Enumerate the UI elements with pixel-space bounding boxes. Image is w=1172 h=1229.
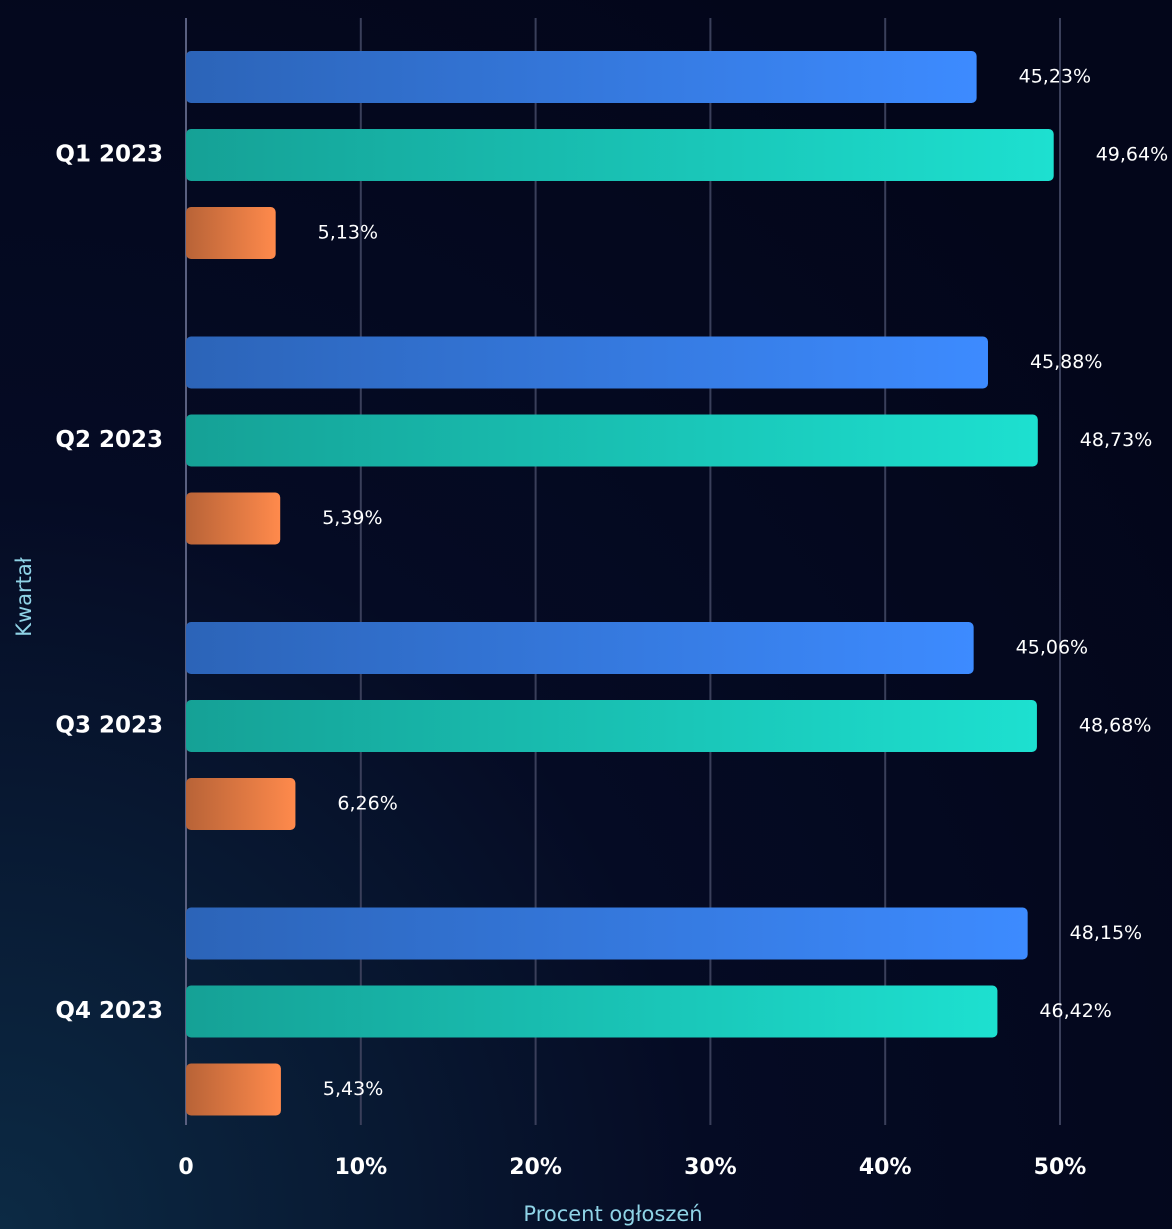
x-tick-label: 50% xyxy=(1034,1155,1087,1180)
bar xyxy=(186,1063,281,1116)
value-label: 46,42% xyxy=(1039,1000,1111,1022)
y-tick-label: Q2 2023 xyxy=(55,427,163,453)
value-label: 45,06% xyxy=(1016,637,1088,659)
x-tick-label: 0 xyxy=(178,1155,193,1180)
value-label: 48,15% xyxy=(1070,922,1142,944)
value-label: 45,23% xyxy=(1019,66,1091,88)
bar xyxy=(186,700,1037,752)
bar xyxy=(186,492,281,545)
bar xyxy=(186,907,1028,960)
value-label: 48,73% xyxy=(1080,429,1152,451)
bar xyxy=(186,51,977,103)
y-tick-label: Q4 2023 xyxy=(55,998,163,1024)
bar xyxy=(186,336,988,389)
y-axis-title: Kwartał xyxy=(12,557,36,637)
value-label: 5,43% xyxy=(323,1078,383,1100)
x-tick-label: 40% xyxy=(859,1155,912,1180)
x-tick-label: 20% xyxy=(509,1155,562,1180)
bar xyxy=(186,622,974,674)
y-tick-label: Q3 2023 xyxy=(55,713,163,739)
bar xyxy=(186,207,276,259)
value-label: 48,68% xyxy=(1079,715,1151,737)
bar xyxy=(186,414,1038,467)
bar xyxy=(186,129,1054,181)
y-tick-label: Q1 2023 xyxy=(55,142,163,168)
value-label: 6,26% xyxy=(337,793,397,815)
x-tick-label: 10% xyxy=(334,1155,387,1180)
bar xyxy=(186,778,296,830)
x-tick-label: 30% xyxy=(684,1155,737,1180)
value-label: 5,13% xyxy=(318,222,378,244)
value-label: 5,39% xyxy=(322,507,382,529)
value-label: 49,64% xyxy=(1096,144,1168,166)
x-axis-title: Procent ogłoszeń xyxy=(523,1202,702,1226)
value-label: 45,88% xyxy=(1030,351,1102,373)
bar xyxy=(186,985,998,1038)
